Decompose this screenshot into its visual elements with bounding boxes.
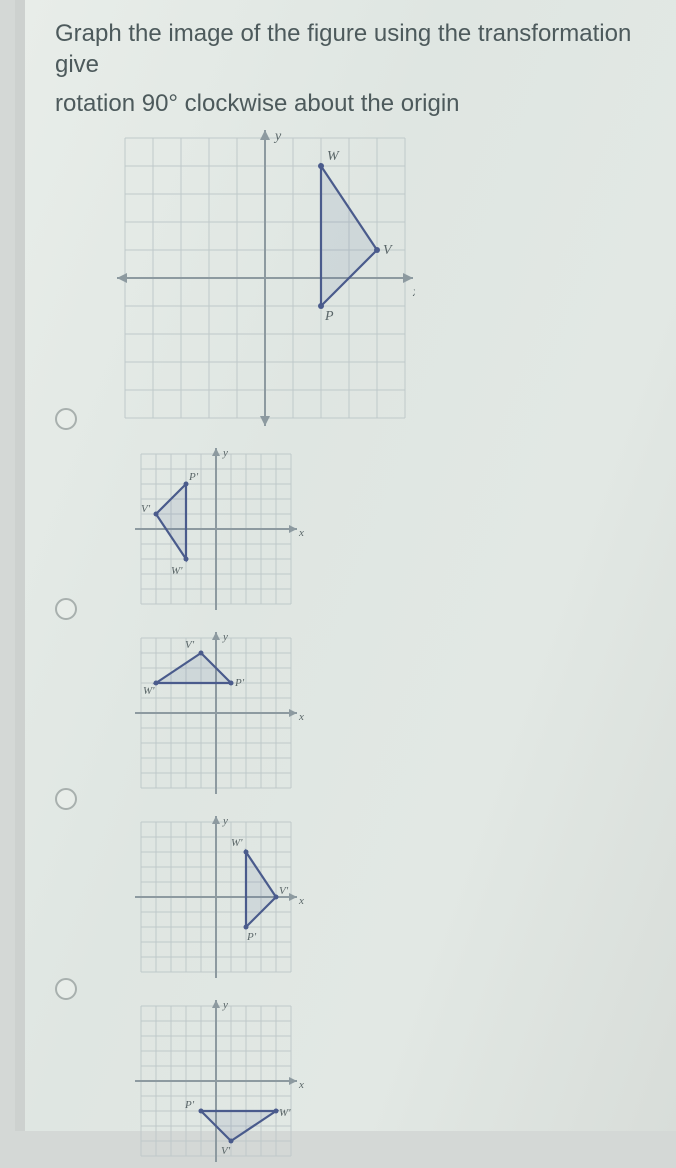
vertex-w: W' [171, 565, 183, 577]
vertex-p: P' [246, 931, 257, 943]
x-axis-label: x [298, 895, 304, 907]
option-c-graph: y x W' V' P' [133, 814, 666, 984]
vertex-w: W [327, 149, 340, 164]
vertex-v: V' [141, 503, 151, 515]
y-axis-label: y [222, 447, 228, 459]
y-axis-label: y [222, 999, 228, 1011]
vertex-p: P [324, 309, 334, 324]
y-axis-label: y [222, 631, 228, 643]
vertex-w: W' [143, 685, 155, 697]
x-axis-label: x [298, 711, 304, 723]
option-a-radio[interactable] [55, 408, 77, 430]
vertex-v: V' [185, 639, 195, 651]
option-a-graph: y x V' W' P' [133, 446, 666, 616]
question-line-2: rotation 90° clockwise about the origin [55, 88, 666, 119]
y-axis-label: y [222, 815, 228, 827]
vertex-w: W' [231, 837, 243, 849]
option-b-radio[interactable] [55, 598, 77, 620]
vertex-v: V [383, 243, 393, 258]
option-d-radio[interactable] [55, 978, 77, 1000]
worksheet-page: Graph the image of the figure using the … [25, 0, 676, 1131]
x-axis-label: x [412, 285, 415, 300]
vertex-p: P' [188, 471, 199, 483]
x-axis-label: x [298, 527, 304, 539]
question-line-1: Graph the image of the figure using the … [55, 18, 666, 80]
main-graph: y x W V P [115, 128, 666, 428]
vertex-w: W' [279, 1107, 291, 1119]
option-d-graph: y x W' V' P' [133, 998, 666, 1168]
option-b-graph: y x W' V' P' [133, 630, 666, 800]
vertex-v: V' [279, 885, 289, 897]
y-axis-label: y [273, 129, 282, 144]
option-c-radio[interactable] [55, 788, 77, 810]
vertex-p: P' [234, 677, 245, 689]
x-axis-label: x [298, 1079, 304, 1091]
vertex-p: P' [184, 1099, 195, 1111]
vertex-v: V' [221, 1145, 231, 1157]
